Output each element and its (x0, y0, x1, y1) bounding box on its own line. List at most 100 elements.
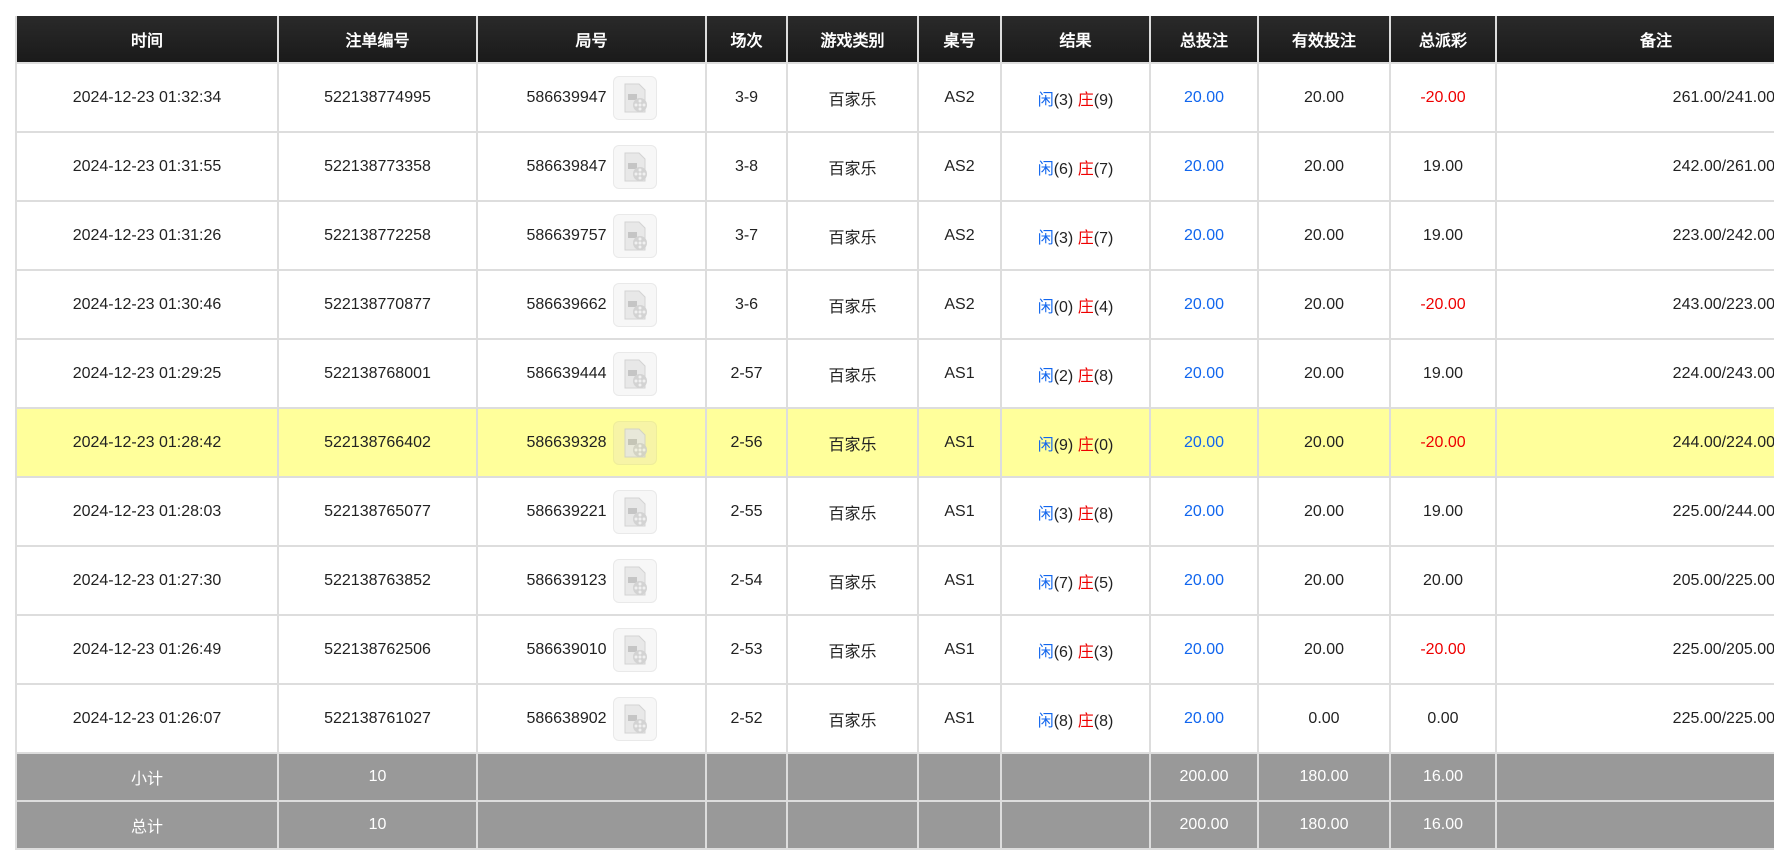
shoe-cell: 2-54 (705, 545, 788, 616)
player-score: (9) (1053, 436, 1074, 454)
game-type-cell: 百家乐 (786, 269, 919, 340)
remark-cell: 225.00/225.00 (1495, 683, 1774, 754)
bet-id-cell: 522138768001 (277, 338, 478, 409)
video-replay-icon[interactable] (612, 75, 657, 120)
total-bet-cell: 20.00 (1149, 269, 1259, 340)
player-label: 闲 (1037, 712, 1054, 730)
game-type-cell: 百家乐 (786, 683, 919, 754)
time-cell: 2024-12-23 01:32:34 (15, 62, 279, 133)
round-cell: 586639123 (476, 545, 707, 616)
column-header-total-bet: 总投注 (1149, 16, 1259, 64)
shoe-cell: 2-53 (705, 614, 788, 685)
round-cell: 586639221 (476, 476, 707, 547)
remark-cell: 261.00/241.00 (1495, 62, 1774, 133)
banker-score: (7) (1093, 160, 1114, 178)
empty-cell (705, 752, 788, 802)
total-bet-cell: 20.00 (1149, 683, 1259, 754)
video-replay-icon[interactable] (612, 489, 657, 534)
video-replay-icon[interactable] (612, 420, 657, 465)
round-cell: 586639662 (476, 269, 707, 340)
result-cell: 闲(2) 庄(8) (1000, 338, 1151, 409)
round-number: 586639947 (526, 88, 607, 106)
valid-bet-cell: 20.00 (1257, 131, 1391, 202)
video-replay-icon[interactable] (612, 213, 657, 258)
bet-id-cell: 522138765077 (277, 476, 478, 547)
result-cell: 闲(3) 庄(7) (1000, 200, 1151, 271)
table-no-cell: AS2 (917, 269, 1002, 340)
game-type-cell: 百家乐 (786, 545, 919, 616)
result-cell: 闲(6) 庄(3) (1000, 614, 1151, 685)
banker-label: 庄 (1077, 298, 1094, 316)
remark-cell: 242.00/261.00 (1495, 131, 1774, 202)
payout-cell: 20.00 (1389, 545, 1497, 616)
column-header-result: 结果 (1000, 16, 1151, 64)
table-row: 2024-12-23 01:27:30 522138763852 586639123… (15, 545, 1774, 616)
column-header-table-no: 桌号 (917, 16, 1002, 64)
summary-total-bet: 200.00 (1149, 752, 1259, 802)
empty-cell (1000, 752, 1151, 802)
banker-label: 庄 (1077, 436, 1094, 454)
remark-cell: 225.00/205.00 (1495, 614, 1774, 685)
result-cell: 闲(8) 庄(8) (1000, 683, 1151, 754)
time-cell: 2024-12-23 01:30:46 (15, 269, 279, 340)
player-label: 闲 (1037, 367, 1054, 385)
empty-cell (1000, 800, 1151, 850)
shoe-cell: 2-52 (705, 683, 788, 754)
banker-score: (5) (1093, 574, 1114, 592)
banker-label: 庄 (1077, 91, 1094, 109)
column-header-bet-id: 注单编号 (277, 16, 478, 64)
payout-cell: 19.00 (1389, 476, 1497, 547)
round-number: 586639221 (526, 502, 607, 520)
bet-id-cell: 522138772258 (277, 200, 478, 271)
summary-count: 10 (277, 800, 478, 850)
valid-bet-cell: 20.00 (1257, 407, 1391, 478)
payout-cell: 19.00 (1389, 200, 1497, 271)
video-replay-icon[interactable] (612, 558, 657, 603)
remark-cell: 224.00/243.00 (1495, 338, 1774, 409)
video-replay-icon[interactable] (612, 351, 657, 396)
video-replay-icon[interactable] (612, 144, 657, 189)
summary-label: 小计 (15, 752, 279, 802)
player-label: 闲 (1037, 229, 1054, 247)
player-label: 闲 (1037, 298, 1054, 316)
time-cell: 2024-12-23 01:29:25 (15, 338, 279, 409)
video-replay-icon[interactable] (612, 696, 657, 741)
valid-bet-cell: 20.00 (1257, 338, 1391, 409)
summary-payout: 16.00 (1389, 752, 1497, 802)
table-no-cell: AS2 (917, 131, 1002, 202)
round-cell: 586639444 (476, 338, 707, 409)
video-replay-icon[interactable] (612, 627, 657, 672)
banker-score: (7) (1093, 229, 1114, 247)
round-cell: 586639010 (476, 614, 707, 685)
time-cell: 2024-12-23 01:31:55 (15, 131, 279, 202)
table-row: 2024-12-23 01:28:03 522138765077 586639221… (15, 476, 1774, 547)
summary-valid-bet: 180.00 (1257, 800, 1391, 850)
bet-id-cell: 522138763852 (277, 545, 478, 616)
empty-cell (917, 800, 1002, 850)
round-number: 586639010 (526, 640, 607, 658)
round-number: 586639662 (526, 295, 607, 313)
total-bet-cell: 20.00 (1149, 407, 1259, 478)
player-score: (3) (1053, 91, 1074, 109)
table-header: 时间 注单编号 局号 场次 游戏类别 桌号 结果 总投注 有效投注 总派彩 备注 (15, 16, 1774, 64)
bet-id-cell: 522138761027 (277, 683, 478, 754)
banker-label: 庄 (1077, 643, 1094, 661)
banker-score: (8) (1093, 712, 1114, 730)
column-header-valid-bet: 有效投注 (1257, 16, 1391, 64)
video-replay-icon[interactable] (612, 282, 657, 327)
column-header-shoe: 场次 (705, 16, 788, 64)
time-cell: 2024-12-23 01:26:07 (15, 683, 279, 754)
remark-cell: 225.00/244.00 (1495, 476, 1774, 547)
banker-label: 庄 (1077, 505, 1094, 523)
time-cell: 2024-12-23 01:31:26 (15, 200, 279, 271)
table-row: 2024-12-23 01:26:49 522138762506 586639010… (15, 614, 1774, 685)
total-bet-cell: 20.00 (1149, 62, 1259, 133)
valid-bet-cell: 20.00 (1257, 614, 1391, 685)
game-type-cell: 百家乐 (786, 200, 919, 271)
round-cell: 586639847 (476, 131, 707, 202)
empty-cell (1495, 800, 1774, 850)
game-type-cell: 百家乐 (786, 407, 919, 478)
banker-label: 庄 (1077, 160, 1094, 178)
payout-cell: -20.00 (1389, 269, 1497, 340)
table-row: 2024-12-23 01:28:42 522138766402 586639328… (15, 407, 1774, 478)
